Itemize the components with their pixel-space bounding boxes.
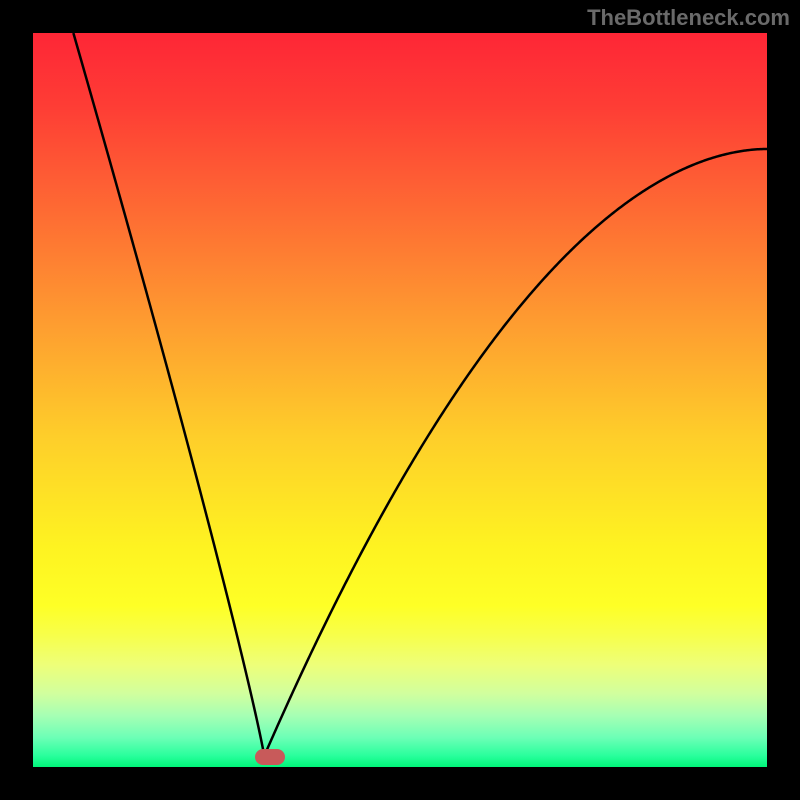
minimum-marker (255, 749, 285, 765)
curve-line (33, 33, 767, 767)
plot-area (33, 33, 767, 767)
watermark-text: TheBottleneck.com (587, 5, 790, 31)
